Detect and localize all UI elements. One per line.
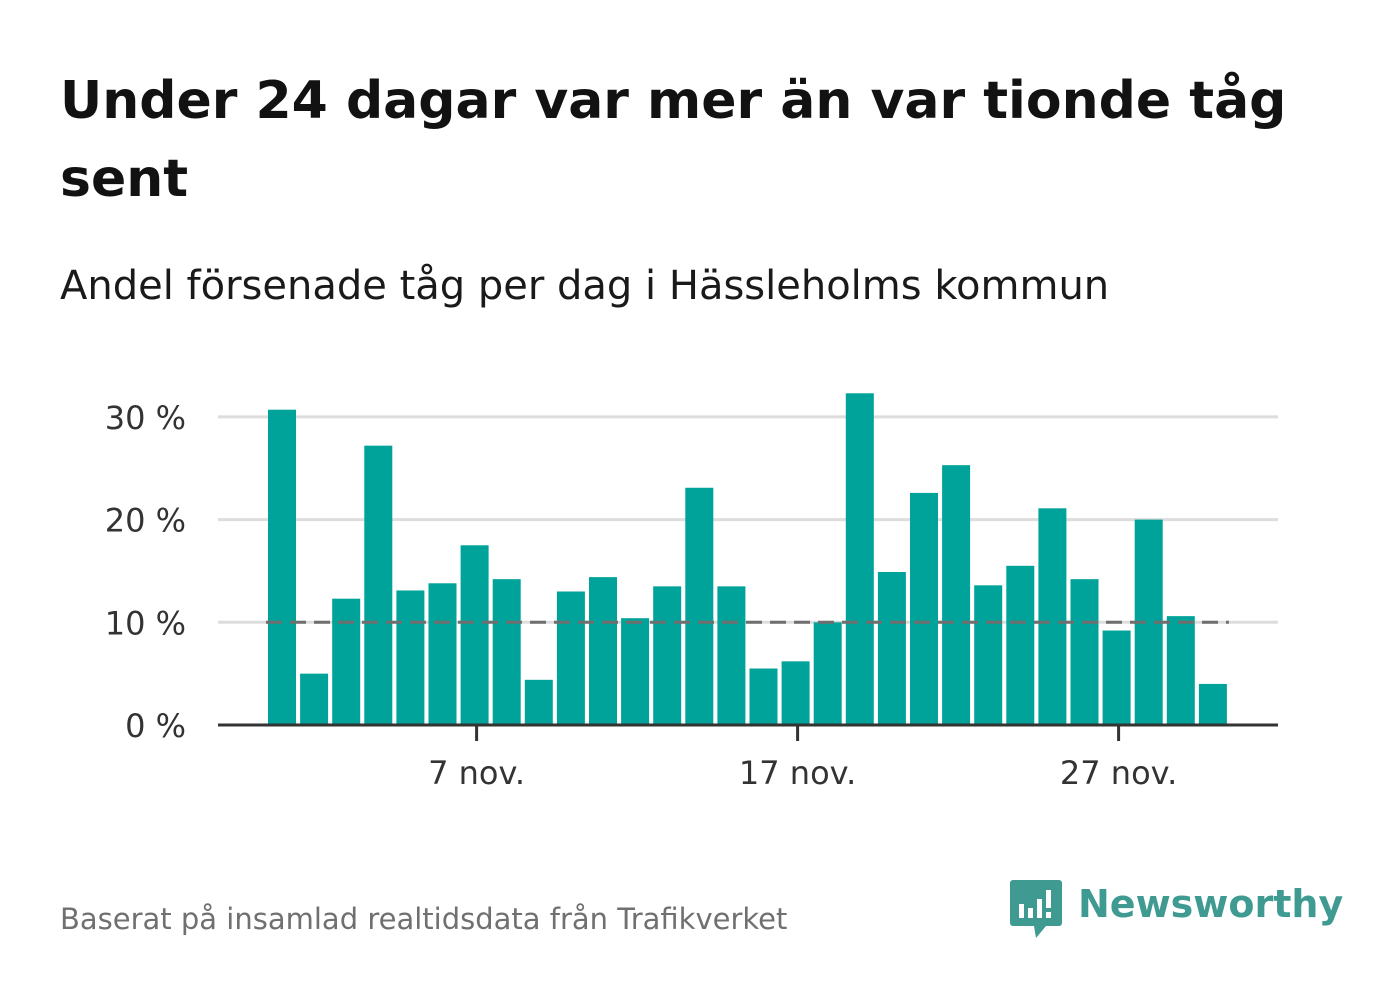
bar [556, 591, 585, 725]
bar [1006, 565, 1035, 725]
bar [1166, 616, 1195, 725]
bar [749, 668, 778, 725]
bar [974, 585, 1003, 725]
brand-name: Newsworthy [1078, 882, 1344, 926]
x-tick-label: 7 nov. [428, 754, 525, 792]
bar [1198, 683, 1227, 725]
bar [300, 673, 329, 725]
bar [845, 393, 874, 725]
bar [781, 661, 810, 725]
bar [268, 409, 296, 725]
newsworthy-logo-icon [1010, 880, 1062, 938]
bar [428, 583, 457, 725]
bar [1038, 508, 1067, 725]
bar [685, 487, 714, 725]
bar [1070, 579, 1099, 725]
bar [524, 679, 553, 725]
bar [396, 590, 425, 725]
bar [717, 586, 746, 725]
bar [589, 577, 617, 725]
y-tick-label: 20 % [105, 502, 186, 540]
y-tick-label: 10 % [105, 604, 186, 642]
brand: Newsworthy [1010, 880, 1343, 940]
chart-subtitle: Andel försenade tåg per dag i Hässleholm… [60, 263, 1110, 309]
bar [1102, 630, 1131, 725]
bar [460, 545, 489, 725]
y-tick-label: 0 % [125, 707, 186, 745]
bar [621, 618, 650, 725]
y-tick-label: 30 % [105, 399, 186, 437]
x-tick-label: 17 nov. [739, 754, 856, 792]
bar [877, 571, 906, 725]
bar-chart: 0 % 10 % 20 % 30 % 7 nov. 17 nov. 27 nov. [105, 393, 1278, 792]
bar [910, 492, 938, 725]
bar [332, 598, 361, 725]
bar [942, 465, 971, 725]
x-tick-label: 27 nov. [1060, 754, 1177, 792]
bar [492, 579, 521, 725]
bar [364, 445, 393, 725]
bar [653, 586, 682, 725]
data-source-note: Baserat på insamlad realtidsdata från Tr… [60, 902, 788, 936]
bar [813, 622, 842, 725]
chart-title: Under 24 dagar var mer än var tionde tåg… [60, 71, 1287, 209]
